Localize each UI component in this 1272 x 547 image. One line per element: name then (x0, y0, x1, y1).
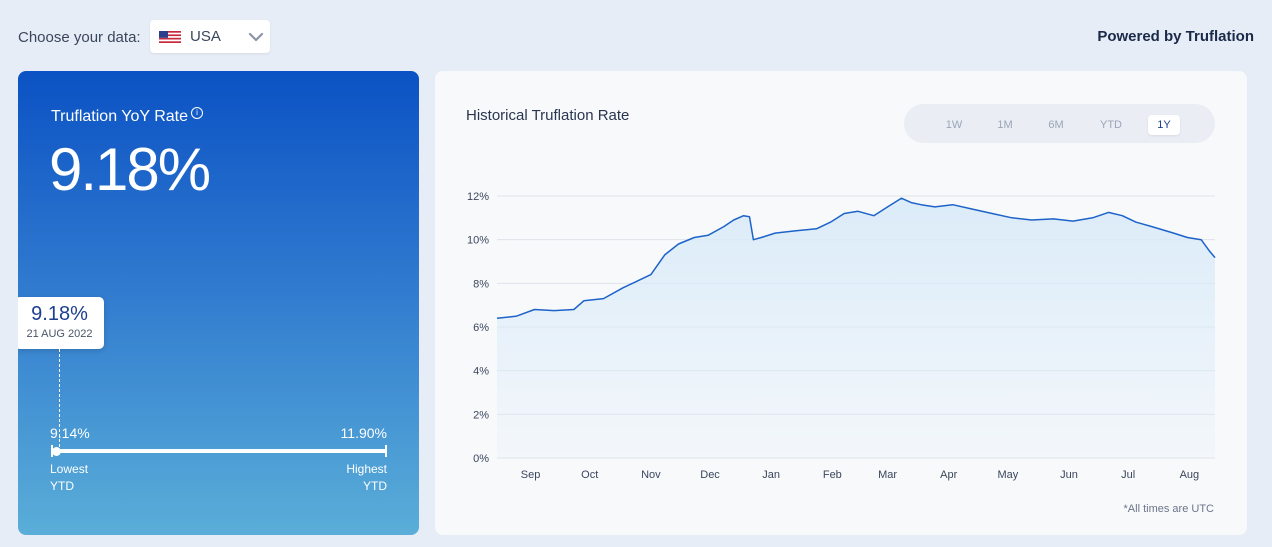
y-tick-label: 2% (473, 409, 489, 421)
highest-ytd-value: 11.90% (340, 425, 387, 441)
country-select[interactable]: USA (150, 20, 270, 53)
y-tick-label: 12% (467, 191, 489, 203)
y-tick-label: 10% (467, 235, 489, 247)
info-icon[interactable]: i (191, 107, 203, 119)
x-tick-label: Dec (700, 469, 720, 481)
yoy-rate-title: Truflation YoY Rate (51, 108, 188, 125)
time-range-tabs: 1W 1M 6M YTD 1Y (904, 104, 1215, 143)
x-tick-label: Apr (940, 469, 957, 481)
y-tick-label: 6% (473, 322, 489, 334)
y-tick-label: 0% (473, 453, 489, 465)
range-current-dot (52, 447, 62, 456)
top-bar: Choose your data: USA Powered by Truflat… (18, 20, 1254, 54)
powered-by-label: Powered by Truflation (1097, 28, 1254, 45)
chevron-down-icon (248, 32, 264, 42)
tab-1m[interactable]: 1M (997, 119, 1013, 131)
ytd-range-bar (51, 449, 387, 453)
tab-ytd[interactable]: YTD (1100, 119, 1122, 131)
lowest-ytd-label: Lowest YTD (50, 462, 89, 493)
x-tick-label: Nov (641, 469, 661, 481)
current-rate-marker: 9.18% 21 AUG 2022 (18, 297, 104, 349)
x-tick-label: Mar (878, 469, 897, 481)
range-end-cap (385, 445, 387, 457)
x-tick-label: May (997, 469, 1018, 481)
tab-6m[interactable]: 6M (1048, 119, 1064, 131)
highest-ytd-label: Highest YTD (346, 462, 387, 493)
current-rate-value: 9.18% (49, 136, 211, 203)
timezone-note: *All times are UTC (1123, 503, 1214, 515)
choose-data-label: Choose your data: (18, 29, 141, 46)
tab-1w[interactable]: 1W (945, 119, 963, 131)
yoy-rate-card: Truflation YoY Rate i 9.18% 9.18% 21 AUG… (18, 71, 419, 535)
marker-date: 21 AUG 2022 (26, 328, 93, 340)
marker-value: 9.18% (31, 303, 88, 325)
x-tick-label: Sep (521, 469, 541, 481)
historical-rate-chart: 0% 2% 4% 6% 8% 10% 12% Sep Oct Nov Dec Jan Feb Mar Apr… (467, 191, 1216, 481)
lowest-ytd-value: 9.14% (50, 425, 90, 441)
us-flag-icon (159, 31, 181, 43)
x-tick-label: Jun (1060, 469, 1078, 481)
y-tick-label: 4% (473, 366, 489, 378)
range-start-cap (51, 445, 53, 457)
tab-1y[interactable]: 1Y (1148, 115, 1180, 135)
historical-chart-card: Historical Truflation Rate 1W 1M 6M YTD … (435, 71, 1247, 535)
x-tick-label: Oct (581, 469, 598, 481)
series-area (497, 198, 1215, 458)
x-tick-label: Feb (823, 469, 842, 481)
y-tick-label: 8% (473, 278, 489, 290)
marker-dashed-line (59, 349, 60, 452)
country-select-value: USA (190, 28, 221, 45)
chart-title: Historical Truflation Rate (466, 107, 630, 124)
x-tick-label: Jan (762, 469, 780, 481)
x-tick-label: Jul (1121, 469, 1135, 481)
x-tick-label: Aug (1180, 469, 1200, 481)
